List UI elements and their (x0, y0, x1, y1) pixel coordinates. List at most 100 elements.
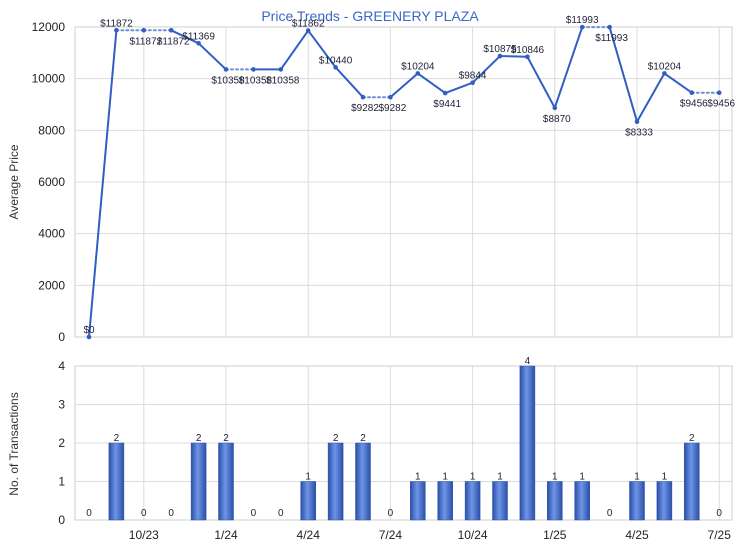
price-line-segment (471, 55, 501, 84)
transactions-axis: 0 1 2 3 4 (58, 359, 733, 527)
transactions-data-label: 4 (525, 356, 531, 367)
price-y-axis-label: Average Price (7, 144, 21, 219)
transactions-data-labels: 0 2 0 0 2 2 0 0 1 2 2 0 1 1 1 1 4 1 1 0 1 1 2 0 (86, 356, 722, 519)
transactions-bar (218, 442, 234, 521)
price-line-segment (499, 55, 529, 58)
transactions-data-label: 0 (278, 508, 284, 519)
price-data-label: $9282 (351, 103, 379, 114)
price-data-label: $10358 (266, 75, 300, 86)
price-line-segment (444, 81, 474, 95)
price-data-label: $10440 (319, 55, 353, 66)
transactions-bar (355, 442, 371, 521)
price-point (388, 94, 393, 100)
price-line-segment (334, 66, 364, 99)
price-line-segment (416, 72, 447, 95)
transactions-data-label: 0 (716, 508, 722, 519)
price-point (223, 67, 229, 72)
transactions-bar (547, 481, 563, 521)
transactions-data-label: 1 (442, 472, 448, 483)
transactions-data-label: 0 (251, 508, 257, 519)
price-y-tick-label: 2000 (38, 278, 65, 292)
price-point (607, 24, 612, 30)
price-data-label: $8333 (625, 128, 653, 139)
transactions-data-label: 0 (168, 508, 174, 519)
transactions-data-label: 1 (470, 472, 476, 483)
price-point (278, 67, 284, 72)
transactions-plot-frame (74, 365, 733, 521)
price-data-label: $11862 (292, 19, 325, 30)
transactions-data-label: 0 (607, 508, 613, 519)
price-data-label: $0 (83, 325, 95, 336)
transactions-bar (574, 481, 590, 521)
price-y-tick-label: 12000 (32, 20, 66, 34)
price-point (360, 94, 366, 100)
price-y-tick-label: 4000 (38, 227, 65, 241)
transactions-bar (300, 481, 316, 521)
price-data-label: $11872 (157, 36, 190, 47)
transactions-data-label: 2 (196, 433, 202, 444)
price-data-label: $10204 (401, 61, 435, 72)
x-axis-ticks: 10/23 1/24 4/24 7/24 10/24 1/25 4/25 7/25 (129, 528, 731, 542)
price-data-labels: $0$11872$11872$11872$11369$10358$10358$1… (83, 15, 735, 336)
price-data-label: $11993 (566, 15, 599, 26)
price-data-label: $9844 (459, 71, 487, 82)
transactions-y-axis-label: No. of Transactions (7, 392, 21, 495)
transactions-y-tick-label: 1 (58, 475, 65, 489)
price-point (141, 28, 147, 33)
transactions-data-label: 0 (388, 508, 394, 519)
transactions-data-label: 1 (634, 472, 640, 483)
price-y-tick-label: 6000 (38, 175, 65, 189)
price-line-segment (170, 29, 200, 45)
price-point (689, 90, 695, 96)
price-y-tick-label: 8000 (38, 123, 65, 137)
price-y-tick-label: 10000 (32, 72, 66, 86)
price-data-label: $8870 (543, 114, 571, 125)
price-data-label: $11993 (595, 33, 628, 44)
price-axis: 0 2000 4000 6000 8000 10000 12000 (32, 20, 733, 344)
x-tick-label: 10/24 (458, 528, 488, 542)
price-data-label: $10875 (483, 44, 517, 55)
transactions-bar (519, 365, 536, 521)
transactions-y-tick-label: 3 (58, 398, 65, 412)
price-point (716, 90, 722, 96)
transactions-bar (190, 442, 207, 521)
price-data-label: $10204 (648, 61, 682, 72)
price-point (333, 65, 338, 70)
transactions-data-label: 1 (497, 472, 503, 483)
transactions-data-label: 0 (141, 508, 147, 519)
price-data-label: $10358 (211, 75, 245, 86)
x-tick-label: 1/25 (543, 528, 567, 542)
x-tick-label: 4/24 (297, 528, 321, 542)
transactions-data-label: 2 (689, 433, 695, 444)
transactions-bars (108, 365, 700, 521)
transactions-data-label: 1 (415, 472, 421, 483)
transactions-bar (629, 481, 645, 521)
x-tick-label: 7/25 (708, 528, 732, 542)
price-data-label: $11369 (182, 31, 215, 42)
price-series (86, 24, 722, 340)
transactions-bar (684, 442, 700, 521)
price-point (442, 90, 448, 96)
price-point (470, 80, 475, 85)
price-line-segment (279, 29, 310, 71)
price-line-segment (197, 42, 227, 71)
transactions-bar (464, 481, 481, 521)
price-point (497, 53, 503, 59)
price-point (552, 105, 558, 111)
price-data-label: $10846 (511, 45, 545, 56)
price-line-segment (663, 72, 693, 94)
price-line-segment (608, 26, 638, 123)
price-line-segment (526, 55, 556, 109)
price-point (634, 119, 640, 125)
price-data-label: $11872 (100, 18, 133, 29)
price-grid (75, 26, 732, 338)
price-point (114, 28, 119, 33)
transactions-data-label: 2 (360, 433, 366, 444)
transactions-data-label: 2 (333, 433, 339, 444)
x-tick-label: 10/23 (129, 528, 159, 542)
price-point (305, 28, 311, 33)
transactions-data-label: 2 (114, 433, 120, 444)
x-tick-label: 7/24 (379, 528, 403, 542)
transactions-data-label: 1 (662, 472, 668, 483)
transactions-bar (108, 442, 125, 521)
